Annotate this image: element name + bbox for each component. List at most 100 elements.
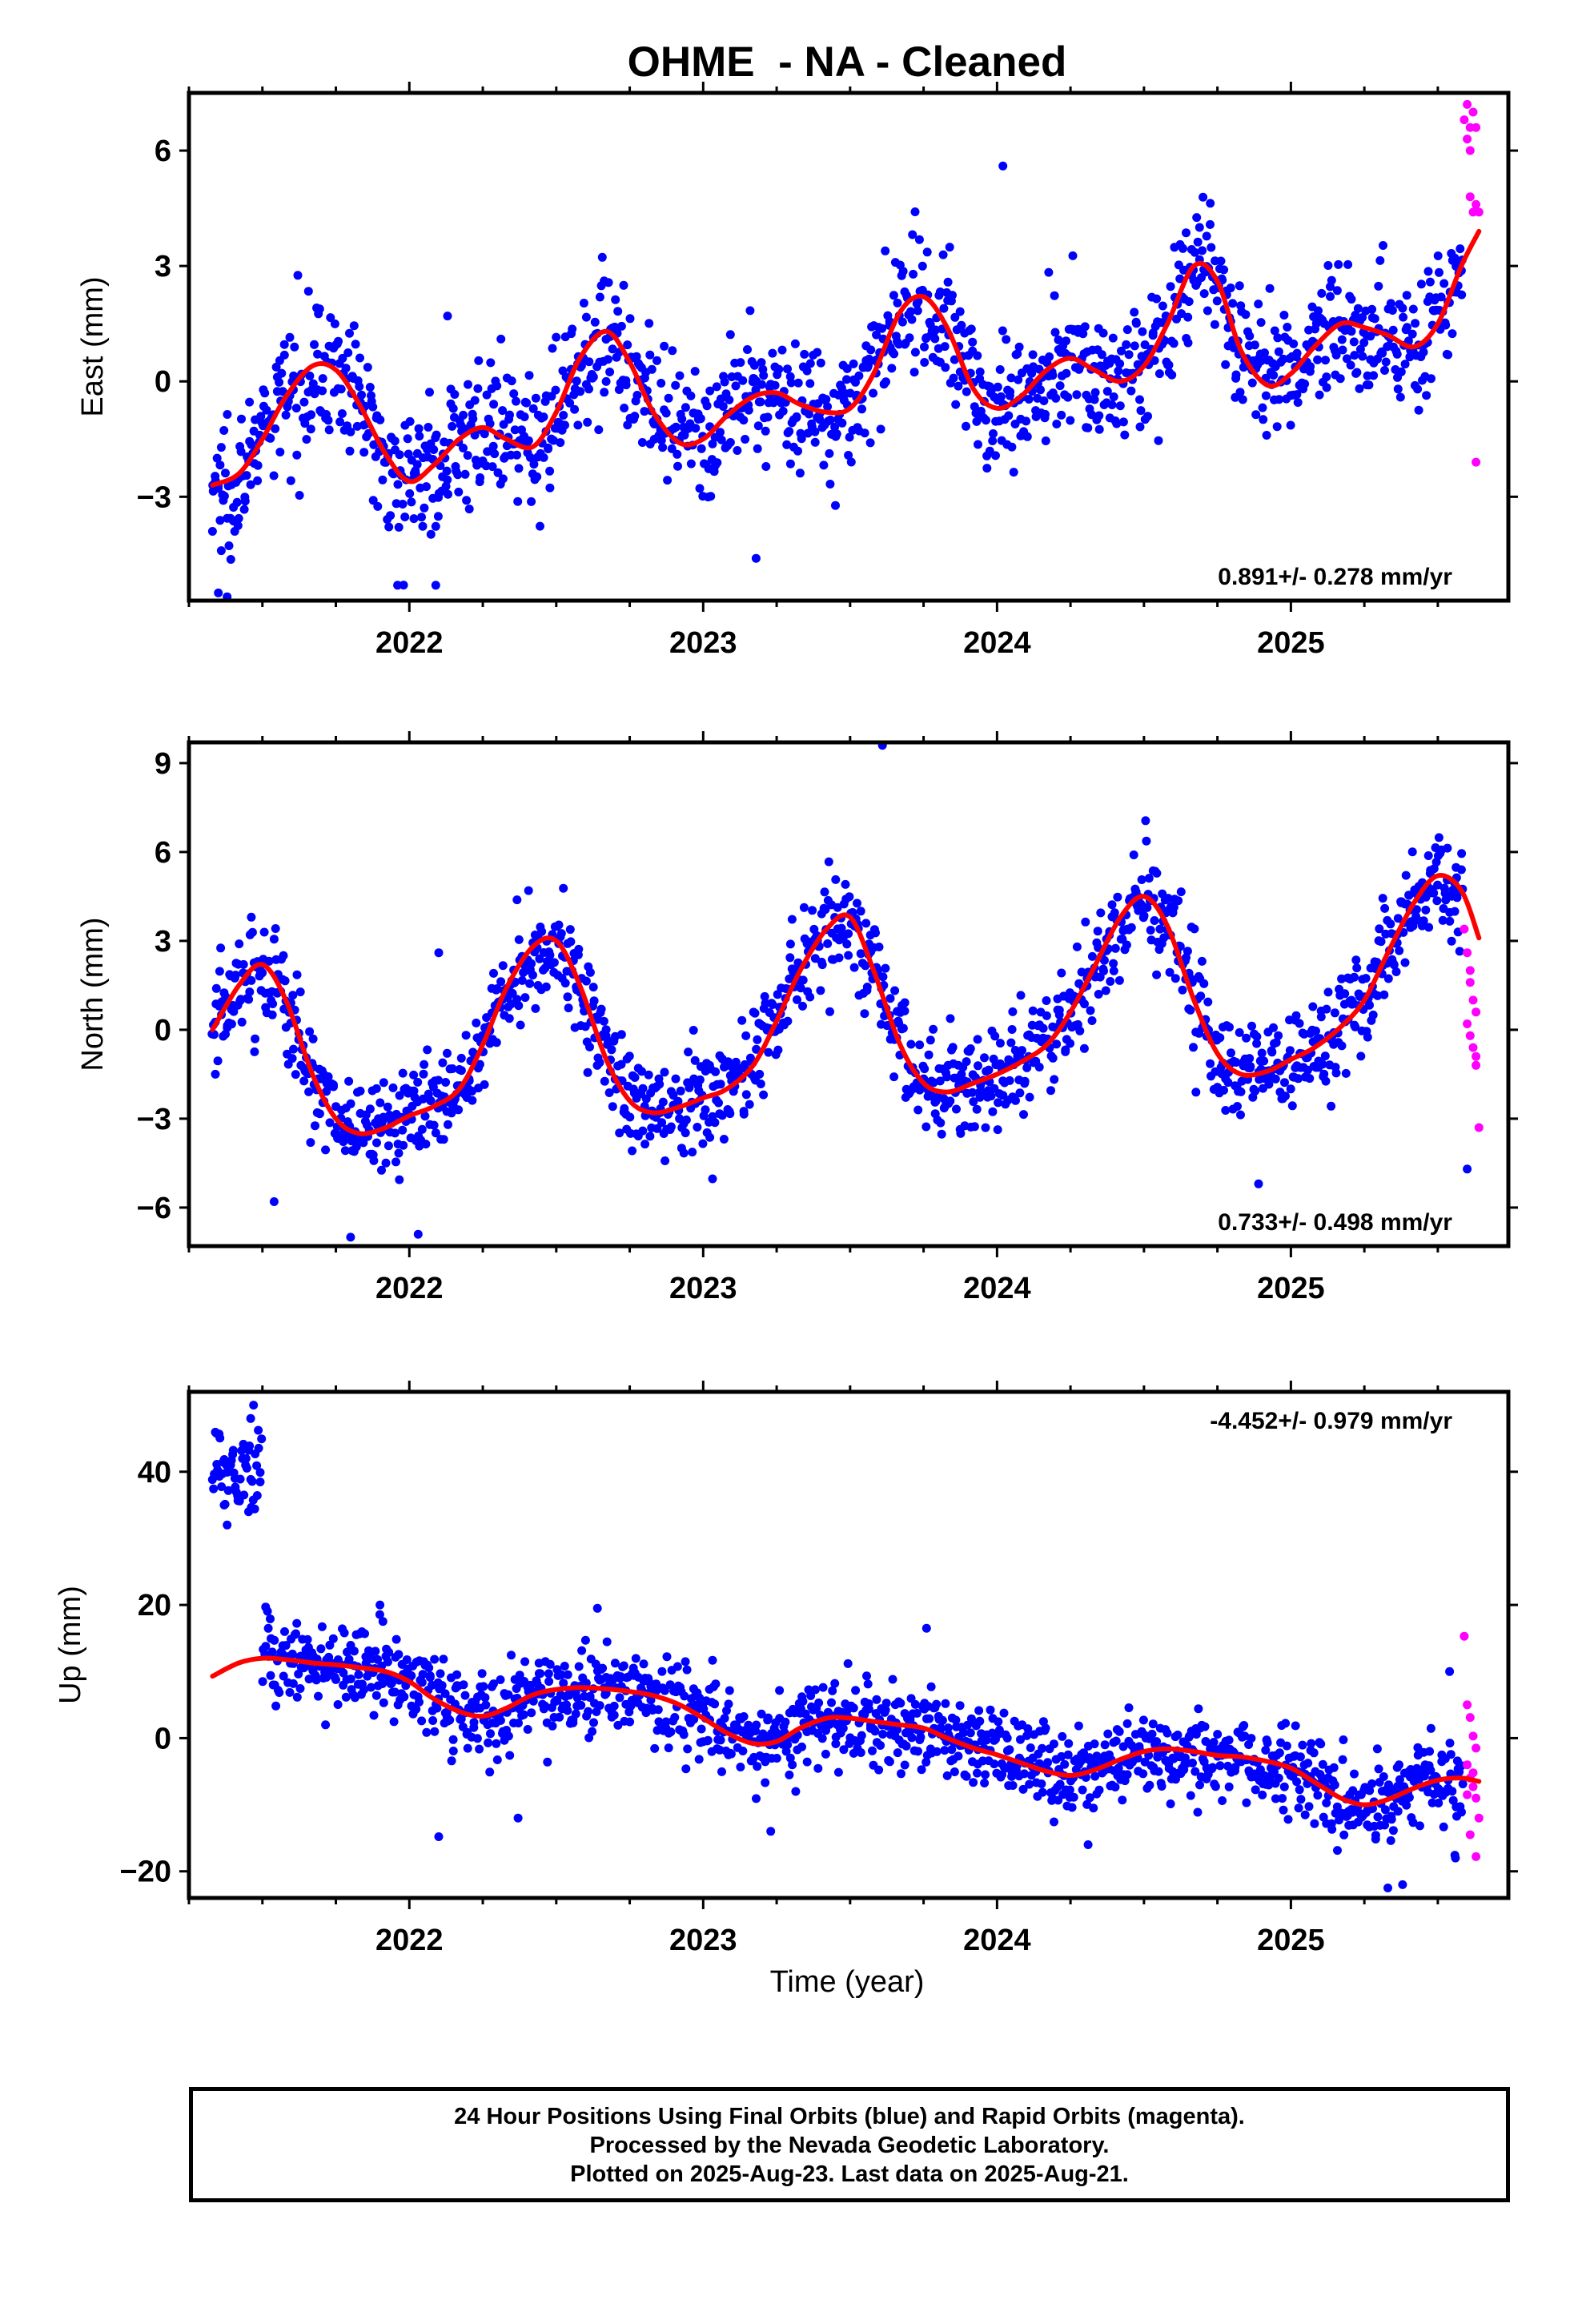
north-final-point (375, 1098, 385, 1108)
north-final-point (1114, 975, 1124, 985)
east-final-point (616, 321, 626, 331)
north-final-point (1139, 911, 1149, 920)
east-final-point (1388, 325, 1398, 335)
east-final-point (448, 421, 457, 431)
north-final-point (413, 1229, 423, 1239)
up-final-point (354, 1670, 363, 1679)
up-final-point (1271, 1794, 1280, 1803)
east-final-point (1364, 380, 1374, 390)
east-final-point (620, 404, 629, 412)
east-final-point (520, 412, 529, 421)
north-final-point (1144, 874, 1154, 883)
up-final-point (990, 1759, 999, 1769)
north-final-point (1319, 1069, 1329, 1079)
east-final-point (913, 306, 922, 316)
north-rapid-point (1463, 1019, 1472, 1028)
east-final-point (1374, 281, 1383, 291)
east-final-point (365, 383, 375, 392)
east-final-point (588, 372, 598, 382)
east-final-point (1380, 366, 1389, 375)
up-final-point (1162, 1728, 1172, 1738)
east-final-point (536, 521, 544, 531)
east-final-point (1048, 371, 1058, 380)
up-model-line (210, 1655, 1482, 1807)
north-final-point (1280, 1078, 1289, 1088)
east-final-point (281, 410, 291, 420)
east-final-point (1002, 335, 1011, 344)
up-final-point (430, 1655, 440, 1664)
up-final-point (536, 1669, 545, 1679)
north-final-point (1242, 1033, 1251, 1043)
north-final-point (1443, 843, 1452, 853)
up-final-point (378, 1679, 387, 1688)
east-final-point (1306, 362, 1315, 372)
north-final-point (438, 1058, 448, 1068)
east-final-point (1247, 378, 1257, 388)
east-final-point (837, 418, 847, 428)
up-final-point (1379, 1772, 1388, 1781)
east-final-point (966, 324, 976, 334)
east-final-point (1245, 332, 1255, 341)
north-final-point (666, 1122, 676, 1132)
east-final-point (1045, 352, 1054, 361)
east-final-point (623, 420, 632, 430)
east-final-point (673, 449, 682, 459)
east-final-point (1262, 431, 1271, 440)
north-final-point (1438, 915, 1447, 925)
east-final-point (1150, 356, 1159, 365)
north-final-point (817, 960, 827, 970)
north-final-point (287, 1054, 297, 1063)
north-final-point (420, 1112, 430, 1121)
east-final-point (1322, 372, 1331, 382)
east-final-point (1062, 368, 1071, 378)
up-final-point (757, 1709, 766, 1719)
north-final-point (264, 956, 274, 966)
up-final-point (448, 1747, 458, 1755)
east-final-point (1122, 325, 1132, 335)
up-final-point (1114, 1727, 1124, 1736)
north-final-point (1295, 1019, 1304, 1028)
up-final-point (1446, 1750, 1456, 1759)
north-final-point (1159, 933, 1169, 943)
east-final-point (216, 443, 226, 452)
north-final-point (986, 1092, 996, 1101)
east-final-point (761, 462, 771, 471)
up-final-point (814, 1698, 824, 1707)
east-final-point (1120, 430, 1130, 440)
north-final-point (669, 1091, 678, 1100)
north-final-point (1236, 1110, 1245, 1120)
north-final-point (994, 1098, 1003, 1108)
north-final-point (537, 927, 547, 936)
east-final-point (1326, 292, 1335, 301)
north-final-point (690, 1055, 700, 1065)
east-final-point (630, 412, 640, 421)
north-final-point (1142, 903, 1152, 912)
east-final-point (375, 415, 385, 424)
up-final-point (1296, 1795, 1306, 1804)
up-final-point (1166, 1799, 1175, 1808)
east-final-point (1427, 374, 1435, 384)
up-final-point (900, 1760, 909, 1770)
north-final-point (844, 929, 853, 939)
east-final-point (1272, 422, 1282, 432)
up-final-point (235, 1474, 245, 1484)
north-final-point (346, 1232, 355, 1242)
east-final-point (846, 457, 856, 467)
up-final-point (785, 1753, 795, 1763)
up-final-point (417, 1678, 427, 1687)
up-final-point (540, 1701, 550, 1711)
east-final-point (845, 432, 854, 442)
up-final-point (263, 1623, 273, 1633)
east-final-point (774, 364, 784, 374)
east-final-point (1183, 312, 1193, 322)
east-final-point (214, 588, 223, 597)
east-final-point (1167, 370, 1177, 380)
north-final-point (1227, 1048, 1235, 1058)
up-final-point (1074, 1721, 1083, 1731)
up-final-point (881, 1705, 890, 1715)
east-final-point (373, 501, 383, 511)
east-final-point (844, 451, 853, 460)
east-final-point (343, 348, 353, 357)
east-final-point (1226, 283, 1235, 292)
east-final-point (470, 396, 480, 405)
